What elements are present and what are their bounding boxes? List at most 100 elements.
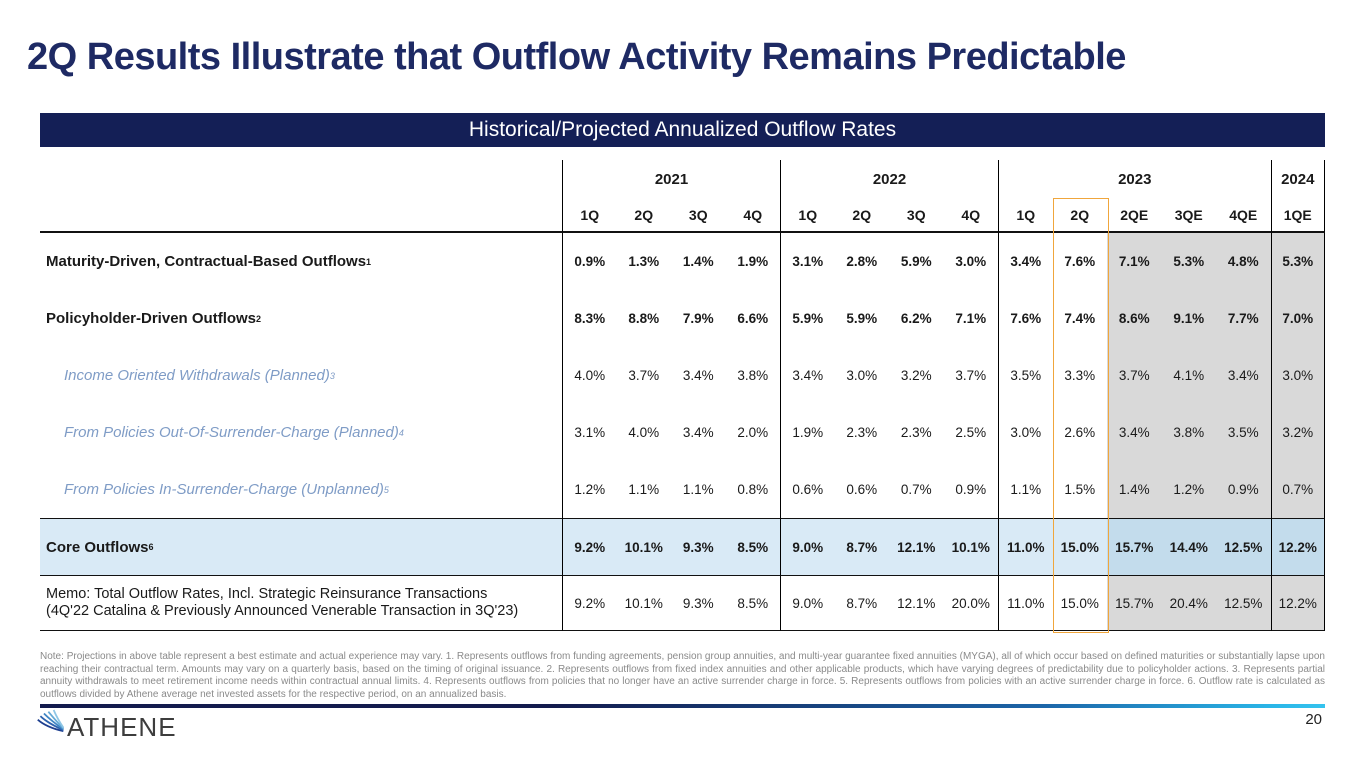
athene-logo: ATHENE xyxy=(36,709,177,740)
data-cell-2021-4Q: 3.8% xyxy=(737,368,769,383)
data-cell-2022-4Q: 0.9% xyxy=(955,482,987,497)
data-cell-2023-1Q: 3.5% xyxy=(998,347,1053,404)
data-cell-2021-2Q: 10.1% xyxy=(616,575,671,631)
data-cell-2022-4Q: 3.7% xyxy=(955,368,987,383)
data-cell-2021-3Q: 9.3% xyxy=(671,518,726,575)
quarter-header-2022-1Q: 1Q xyxy=(780,198,835,233)
data-cell-2022-2Q: 2.8% xyxy=(846,254,878,269)
data-cell-2023-3QE: 9.1% xyxy=(1161,290,1216,347)
data-cell-2023-2QE: 3.7% xyxy=(1107,347,1162,404)
data-cell-2022-1Q: 9.0% xyxy=(780,575,835,631)
quarter-header-2023-3QE: 3QE xyxy=(1161,198,1216,233)
data-cell-2022-1Q: 3.1% xyxy=(780,233,835,290)
data-cell-2021-4Q: 1.9% xyxy=(737,254,769,269)
data-cell-2022-1Q: 3.4% xyxy=(780,347,835,404)
data-cell-2023-2QE: 15.7% xyxy=(1107,575,1162,631)
data-cell-2021-2Q: 4.0% xyxy=(628,425,660,440)
data-cell-2021-2Q: 10.1% xyxy=(616,518,671,575)
data-cell-2023-4QE: 7.7% xyxy=(1216,290,1271,347)
data-cell-2022-2Q: 3.0% xyxy=(846,368,878,383)
footer-divider-line xyxy=(40,704,1325,708)
data-cell-2022-3Q: 3.2% xyxy=(900,368,932,383)
row-label: Memo: Total Outflow Rates, Incl. Strateg… xyxy=(40,575,562,631)
year-header-2021: 2021 xyxy=(562,160,780,198)
data-cell-2022-3Q: 12.1% xyxy=(889,518,944,575)
data-cell-2021-4Q: 2.0% xyxy=(737,425,769,440)
data-cell-2023-4QE: 12.5% xyxy=(1216,518,1271,575)
data-cell-2021-2Q: 1.1% xyxy=(628,482,660,497)
data-cell-2023-2QE: 15.7% xyxy=(1107,518,1162,575)
table-corner-spacer xyxy=(40,160,562,198)
quarter-header-2021-2Q: 2Q xyxy=(616,198,671,233)
data-cell-2022-2Q: 0.6% xyxy=(846,482,878,497)
data-cell-2023-2QE: 7.1% xyxy=(1107,233,1162,290)
data-cell-2021-1Q: 3.1% xyxy=(562,404,617,461)
outflow-rates-table: 2021 2022 2023 2024 1Q 2Q 3Q 4Q 1Q 2Q 3Q 4Q 1Q 2Q 2QE 3… xyxy=(40,160,1325,633)
data-cell-2023-1Q: 11.0% xyxy=(998,518,1053,575)
data-cell-2023-2Q: 15.0% xyxy=(1052,518,1107,575)
year-header-2022: 2022 xyxy=(780,160,998,198)
data-cell-2023-3QE: 3.8% xyxy=(1161,404,1216,461)
footnote-text: Note: Projections in above table represe… xyxy=(40,651,1325,700)
data-cell-2021-1Q: 8.3% xyxy=(562,290,617,347)
data-cell-2023-1Q: 1.1% xyxy=(998,461,1053,518)
data-cell-2022-1Q: 9.0% xyxy=(780,518,835,575)
quarter-header-2022-2Q: 2Q xyxy=(834,198,889,233)
data-cell-2021-1Q: 9.2% xyxy=(562,518,617,575)
data-cell-2023-4QE: 0.9% xyxy=(1216,461,1271,518)
data-cell-2024-1QE: 5.3% xyxy=(1270,233,1325,290)
data-cell-2021-3Q: 9.3% xyxy=(671,575,726,631)
data-cell-2024-1QE: 12.2% xyxy=(1270,575,1325,631)
data-cell-2024-1QE: 0.7% xyxy=(1270,461,1325,518)
data-cell-2022-3Q: 2.3% xyxy=(900,425,932,440)
quarter-header-2022-4Q: 4Q xyxy=(943,198,998,233)
data-cell-2023-4QE: 3.4% xyxy=(1216,347,1271,404)
data-cell-2021-1Q: 1.2% xyxy=(562,461,617,518)
data-cell-2023-3QE: 4.1% xyxy=(1161,347,1216,404)
data-cell-2021-3Q: 7.9% xyxy=(682,311,714,326)
table-title-bar: Historical/Projected Annualized Outflow … xyxy=(40,113,1325,147)
data-cell-2023-2Q: 7.6% xyxy=(1064,254,1096,269)
data-cell-2023-4QE: 3.5% xyxy=(1216,404,1271,461)
data-cell-2022-4Q: 3.0% xyxy=(955,254,987,269)
data-cell-2022-2Q: 2.3% xyxy=(846,425,878,440)
athene-logo-text: ATHENE xyxy=(67,712,177,742)
data-cell-2021-4Q: 0.8% xyxy=(737,482,769,497)
page-title: 2Q Results Illustrate that Outflow Activ… xyxy=(27,36,1126,78)
year-header-2023: 2023 xyxy=(998,160,1271,198)
data-cell-2023-2Q: 1.5% xyxy=(1064,482,1096,497)
data-cell-2023-3QE: 1.2% xyxy=(1161,461,1216,518)
data-cell-2022-4Q: 20.0% xyxy=(943,575,998,631)
data-cell-2023-3QE: 14.4% xyxy=(1161,518,1216,575)
data-cell-2021-2Q: 8.8% xyxy=(628,311,660,326)
data-cell-2023-2Q: 3.3% xyxy=(1064,368,1096,383)
data-cell-2021-3Q: 3.4% xyxy=(682,425,714,440)
row-label: Income Oriented Withdrawals (Planned) 3 xyxy=(64,367,335,384)
data-cell-2022-4Q: 7.1% xyxy=(955,311,987,326)
data-cell-2023-1Q: 7.6% xyxy=(998,290,1053,347)
data-cell-2022-3Q: 12.1% xyxy=(889,575,944,631)
quarter-header-2021-3Q: 3Q xyxy=(671,198,726,233)
quarter-header-2023-4QE: 4QE xyxy=(1216,198,1271,233)
data-cell-2021-3Q: 1.1% xyxy=(682,482,714,497)
data-cell-2021-4Q: 8.5% xyxy=(725,518,780,575)
data-cell-2021-1Q: 4.0% xyxy=(562,347,617,404)
row-label: Policyholder-Driven Outflows 2 xyxy=(46,310,262,327)
data-cell-2024-1QE: 3.2% xyxy=(1270,404,1325,461)
data-cell-2023-4QE: 4.8% xyxy=(1216,233,1271,290)
data-cell-2021-4Q: 6.6% xyxy=(737,311,769,326)
quarter-header-2022-3Q: 3Q xyxy=(889,198,944,233)
data-cell-2021-1Q: 0.9% xyxy=(562,233,617,290)
page-number: 20 xyxy=(1305,711,1322,728)
data-cell-2024-1QE: 12.2% xyxy=(1270,518,1325,575)
data-cell-2021-2Q: 3.7% xyxy=(628,368,660,383)
row-label: From Policies In-Surrender-Charge (Unpla… xyxy=(64,481,389,498)
data-cell-2022-3Q: 6.2% xyxy=(900,311,932,326)
table-title: Historical/Projected Annualized Outflow … xyxy=(468,118,897,141)
quarter-header-spacer xyxy=(40,198,562,233)
data-cell-2023-2Q: 2.6% xyxy=(1064,425,1096,440)
row-label: Maturity-Driven, Contractual-Based Outfl… xyxy=(46,253,372,270)
quarter-header-2023-1Q: 1Q xyxy=(998,198,1053,233)
quarter-header-2023-2QE: 2QE xyxy=(1107,198,1162,233)
data-cell-2021-2Q: 1.3% xyxy=(628,254,660,269)
